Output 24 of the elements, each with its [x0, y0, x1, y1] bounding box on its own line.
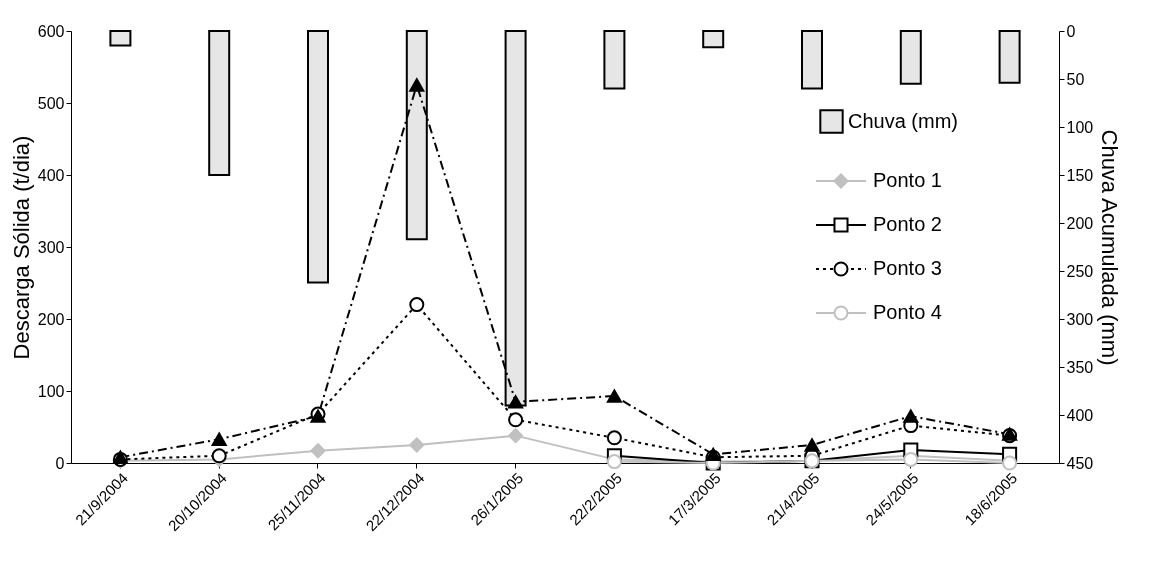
y-tick-label: 600 — [37, 22, 65, 40]
y-tick-label: 0 — [55, 454, 65, 472]
legend-label: Ponto 1 — [873, 169, 942, 191]
legend-label: Ponto 4 — [873, 301, 942, 323]
y2-tick-label: 450 — [1066, 454, 1094, 472]
y-tick-label: 500 — [37, 94, 65, 112]
y-tick-label: 300 — [37, 238, 65, 256]
y2-tick-label: 400 — [1066, 406, 1094, 424]
y-tick-label: 400 — [37, 166, 65, 184]
y2-tick-label: 300 — [1066, 310, 1094, 328]
y2-tick-label: 100 — [1066, 118, 1094, 136]
y2-tick-label: 0 — [1066, 22, 1076, 40]
legend-label: Ponto 2 — [873, 213, 942, 235]
y2-tick-label: 200 — [1066, 214, 1094, 232]
y2-tick-label: 250 — [1066, 262, 1094, 280]
legend-label: Ponto 3 — [873, 257, 942, 279]
y-tick-label: 100 — [37, 382, 65, 400]
y2-tick-label: 50 — [1066, 70, 1085, 88]
y2-tick-label: 150 — [1066, 166, 1094, 184]
y-axis-title: Descarga Sólida (t/dia) — [8, 135, 34, 360]
y-tick-label: 200 — [37, 310, 65, 328]
y2-axis-title: Chuva Acumulada (mm) — [1097, 129, 1123, 366]
legend-label: Chuva (mm) — [848, 109, 959, 132]
y2-tick-label: 350 — [1066, 358, 1094, 376]
